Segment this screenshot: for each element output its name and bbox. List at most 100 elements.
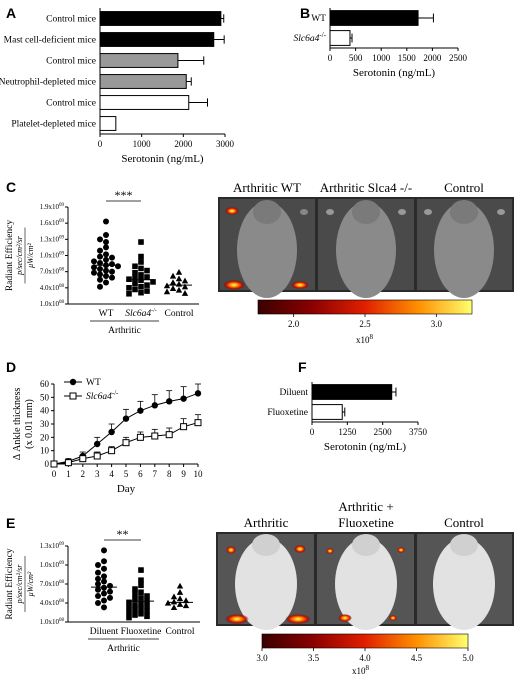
mouse-image-arthritic [218, 534, 314, 630]
y-tick-label: 1.0x1009 [40, 252, 65, 260]
data-point-c-0 [91, 258, 97, 265]
data-point-c-1 [132, 269, 138, 276]
data-point-e-0 [101, 590, 107, 597]
data-point-c-1 [138, 259, 144, 265]
series-point-wt [122, 415, 130, 422]
x-tick-label: 1000 [372, 53, 391, 63]
data-point-e-0 [107, 594, 113, 601]
data-point-e-1 [138, 577, 144, 583]
data-point-e-0 [101, 558, 107, 565]
y-axis-title-unit: (x 0.01 mm) [24, 399, 35, 449]
y-tick-label: 20 [40, 432, 50, 442]
data-point-e-2 [176, 582, 184, 589]
series-point-wt [151, 402, 158, 409]
series-point-wt [166, 398, 173, 405]
series-point-ko [180, 423, 188, 431]
x-tick-label: 2 [81, 469, 86, 479]
category-label: Control mice [46, 15, 96, 25]
x-axis-title: Day [117, 483, 136, 495]
data-point-e-1 [132, 586, 138, 592]
data-point-c-0 [109, 268, 115, 275]
x-tick-label: 8 [167, 469, 172, 479]
data-point-c-1 [132, 263, 138, 270]
data-point-c-2 [169, 279, 177, 286]
data-point-c-0 [97, 260, 103, 267]
series-point-ko [50, 460, 58, 468]
data-point-e-1 [126, 599, 132, 606]
data-point-e-1 [138, 605, 144, 612]
panel-label-e: E [6, 515, 15, 531]
legend-label-wt: WT [86, 378, 101, 388]
series-point-ko [136, 433, 144, 441]
x-tick-label: 0 [98, 139, 103, 149]
image-label-arthritic: Arthritic [244, 515, 289, 530]
data-point-e-1 [132, 596, 138, 602]
mouse-image-control-e [417, 534, 512, 630]
y-tick-label: 1.6x1009 [40, 219, 65, 227]
data-point-c-1 [144, 267, 150, 274]
x-tick-label: 3000 [216, 139, 235, 149]
data-point-c-2 [175, 275, 183, 282]
colorbar-c [257, 299, 473, 315]
mouse-image-arthritic-wt [220, 199, 315, 298]
data-point-c-0 [115, 263, 121, 270]
y-tick-label: 1.0x1008 [40, 300, 65, 308]
colorbar-e-multiplier: x108 [352, 664, 370, 676]
data-point-c-2 [169, 285, 177, 291]
panel-label-c: C [6, 179, 16, 195]
mouse-image-arthritic-ko [318, 199, 414, 298]
data-point-c-0 [103, 279, 109, 286]
data-point-c-0 [97, 247, 103, 254]
data-point-e-2 [176, 595, 184, 602]
x-tick-label: 0 [52, 469, 57, 479]
data-point-e-1 [138, 595, 144, 601]
data-point-e-1 [138, 600, 144, 607]
data-point-c-1 [132, 286, 138, 293]
data-point-c-2 [175, 269, 183, 275]
y-tick-label: 4.0x1008 [40, 599, 65, 607]
data-point-e-2 [170, 593, 178, 600]
category-label: Neutrophil-depleted mice [0, 78, 96, 88]
data-point-c-0 [103, 267, 109, 274]
data-point-e-0 [101, 573, 107, 580]
series-point-wt [108, 428, 115, 436]
data-point-e-0 [95, 575, 101, 582]
y-tick-label: 7.0x1008 [40, 268, 65, 276]
data-point-e-2 [182, 597, 190, 604]
x-tick-label: 5 [124, 469, 129, 479]
data-point-c-2 [169, 272, 177, 279]
image-label-arthritic-plus: Arthritic + [338, 499, 393, 514]
data-point-e-0 [101, 604, 107, 611]
y-tick-label: 30 [40, 419, 50, 429]
colorbar-tick-label: 3.0 [431, 319, 443, 329]
y-axis-title-main: Radiant Efficiency [4, 548, 15, 620]
imaging-panel-c: Arthritic WT Arthritic Slca4 -/- Control… [218, 180, 514, 345]
data-point-c-0 [91, 264, 97, 271]
data-point-c-0 [103, 251, 109, 258]
series-point-ko [151, 432, 159, 440]
data-point-c-1 [126, 276, 132, 283]
data-point-c-0 [109, 254, 115, 261]
data-point-e-1 [144, 608, 150, 615]
data-point-e-1 [138, 589, 144, 596]
y-tick-label: 0 [45, 459, 50, 469]
y-tick-label: 10 [40, 446, 50, 456]
y-axis-title: Δ Ankle thickness (x 0.01 mm) [12, 388, 35, 461]
significance-marker: *** [115, 188, 133, 202]
y-axis-unit-numerator: p/sec/cm²/sr [15, 235, 24, 276]
data-point-e-0 [101, 547, 107, 554]
series-point-ko [79, 455, 87, 463]
series-point-ko [165, 431, 173, 439]
colorbar-tick-label: 3.0 [256, 653, 268, 663]
panel-label-a: A [6, 5, 16, 21]
data-point-c-1 [138, 265, 144, 272]
data-point-e-1 [138, 567, 144, 573]
x-tick-label: 1500 [398, 53, 417, 63]
bar-a-0 [99, 11, 222, 26]
x-tick-label: 0 [328, 53, 333, 63]
group-label: Fluoxetine [121, 627, 162, 637]
colorbar-tick-label: 4.5 [411, 653, 423, 663]
data-point-e-0 [101, 597, 107, 604]
data-point-c-2 [181, 283, 189, 290]
